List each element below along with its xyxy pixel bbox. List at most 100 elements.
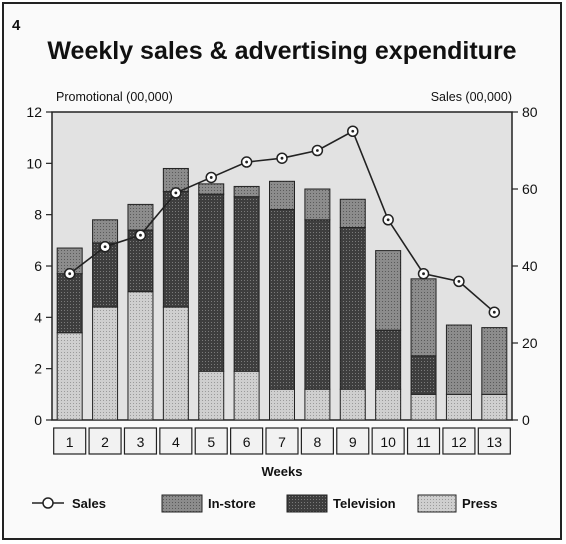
legend-press-swatch [417,494,457,513]
sales-point-dot-week-8 [315,149,319,152]
bar-instore-week-2 [92,219,119,244]
bar-television-week-11 [410,355,437,395]
bar-press-week-13 [481,393,508,421]
right-tick-label-80: 80 [522,104,538,120]
x-tick-box-11 [406,427,441,455]
bar-press-week-6 [233,370,260,421]
left-tick-label-12: 12 [26,104,42,120]
legend-item-press: Press [417,494,497,513]
bar-television-week-9 [339,227,366,390]
x-tick-label-2: 2 [101,434,109,450]
right-tick-label-40: 40 [522,258,538,274]
left-tick-label-4: 4 [34,309,42,325]
legend-television-label: Television [333,496,396,511]
right-tick-label-0: 0 [522,412,530,428]
bar-instore-week-8 [304,188,331,221]
bar-press-week-9 [339,388,366,421]
bar-press-week-3 [127,291,154,421]
x-tick-box-1 [53,427,87,455]
sales-point-dot-week-4 [174,191,178,195]
right-tick-label-20: 20 [522,335,538,351]
x-tick-label-9: 9 [349,434,357,450]
y-axis-right-label: Sales (00,000) [431,90,512,104]
bar-press-week-1 [56,332,83,421]
bar-television-week-10 [375,329,402,390]
x-tick-box-4 [159,427,193,455]
bar-instore-week-9 [339,198,366,228]
bar-television-week-7 [269,209,295,390]
x-tick-label-10: 10 [380,434,396,450]
bar-instore-week-10 [375,250,402,331]
bar-press-week-10 [375,388,402,421]
bar-instore-week-6 [233,185,260,198]
sales-point-dot-week-11 [422,272,425,276]
legend-television-swatch [286,494,328,513]
bar-press-week-4 [162,306,189,421]
x-tick-label-1: 1 [66,434,74,450]
bar-press-week-2 [92,306,119,421]
left-tick-label-0: 0 [34,412,42,428]
bar-press-week-12 [445,393,472,421]
chart: 4 Weekly sales & advertising expenditure… [12,17,538,513]
x-tick-box-12 [442,427,476,455]
x-tick-label-7: 7 [278,434,286,450]
sales-point-dot-week-13 [492,310,496,314]
legend-sales-marker [42,497,54,509]
x-tick-label-13: 13 [487,434,503,450]
left-tick-label-2: 2 [34,361,42,377]
legend-instore-label: In-store [208,496,256,511]
sales-line-group [63,125,501,318]
bar-television-week-6 [233,196,260,372]
legend-item-instore: In-store [161,494,256,513]
sales-point-dot-week-5 [209,176,213,179]
bar-instore-week-11 [410,278,437,357]
bar-television-week-1 [56,273,83,334]
sales-point-dot-week-3 [139,233,142,237]
x-tick-box-9 [336,427,370,455]
x-tick-box-2 [88,427,122,455]
right-tick-label-60: 60 [522,181,538,197]
x-tick-box-7 [265,427,299,455]
x-tick-label-5: 5 [207,434,215,450]
bar-instore-week-13 [481,327,508,395]
bar-television-week-4 [162,191,189,308]
x-tick-label-3: 3 [137,434,145,450]
left-tick-label-10: 10 [26,155,42,171]
y-axis-left-label: Promotional (00,000) [56,90,173,104]
bar-television-week-8 [304,219,331,390]
legend-item-television: Television [286,494,396,513]
x-tick-label-6: 6 [243,434,251,450]
legend: Sales In-store Television Press [32,494,497,513]
x-axis-ticks: 1 2 3 4 5 6 7 8 9 10 11 12 13 [53,427,511,455]
left-tick-label-6: 6 [34,258,42,274]
bar-press-week-5 [198,370,225,421]
chart-title: Weekly sales & advertising expenditure [47,37,516,65]
sales-point-dot-week-6 [245,160,249,164]
legend-sales-label: Sales [72,496,106,511]
bar-instore-week-7 [269,180,295,211]
sales-point-dot-week-12 [457,280,461,283]
legend-item-sales: Sales [32,496,106,511]
sales-point-dot-week-1 [68,272,72,276]
x-tick-box-6 [230,427,264,455]
x-tick-box-5 [194,427,228,455]
x-axis-label: Weeks [262,464,303,479]
x-tick-box-10 [371,427,405,455]
right-axis-ticks: 0 20 40 60 80 [512,104,538,428]
x-tick-label-12: 12 [451,434,467,450]
figure-number: 4 [12,17,21,34]
sales-point-dot-week-7 [280,156,284,160]
chart-frame: 4 Weekly sales & advertising expenditure… [2,2,562,540]
sales-point-dot-week-10 [386,218,390,222]
bar-television-week-5 [198,193,225,372]
x-tick-label-8: 8 [313,434,321,450]
sales-point-dot-week-9 [351,129,355,133]
bar-press-week-11 [410,393,437,421]
left-axis-ticks: 0 2 4 6 8 10 12 [26,104,52,428]
bar-instore-week-12 [445,324,472,395]
legend-instore-swatch [161,494,203,513]
legend-press-label: Press [462,496,497,511]
x-tick-label-11: 11 [416,434,431,450]
bars-group [56,167,508,421]
x-tick-box-3 [123,427,158,455]
